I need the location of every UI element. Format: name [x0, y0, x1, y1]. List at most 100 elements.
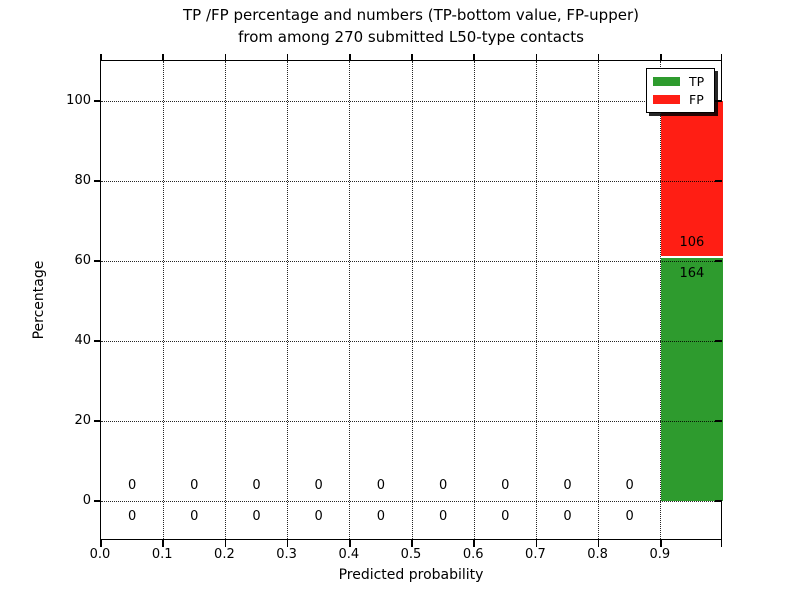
x-tick-mark-bottom — [535, 539, 538, 547]
y-tick-mark-left — [94, 260, 101, 262]
x-axis-label: Predicted probability — [338, 567, 484, 583]
gridline-horizontal — [101, 261, 721, 262]
value-label-fp: 0 — [190, 478, 199, 494]
value-label-fp: 0 — [501, 478, 510, 494]
legend-label-fp: FP — [689, 92, 704, 108]
bar-segment-tp — [660, 258, 723, 501]
chart-title-line1: TP /FP percentage and numbers (TP-bottom… — [183, 6, 639, 24]
value-label-fp: 106 — [679, 235, 705, 251]
value-label-tp: 0 — [438, 508, 448, 524]
x-tick-label: 0.0 — [89, 547, 111, 562]
x-tick-mark-bottom — [162, 539, 164, 547]
legend-entry-tp: TP — [647, 75, 714, 88]
x-tick-label: 0.8 — [587, 547, 608, 562]
gridline-vertical — [473, 61, 475, 539]
y-tick-label: 0 — [82, 492, 91, 508]
gridline-vertical — [287, 61, 289, 539]
value-label-fp: 0 — [127, 478, 137, 494]
x-tick-mark-bottom — [660, 539, 662, 547]
gridline-vertical — [598, 61, 600, 539]
chart-title-line2: from among 270 submitted L50-type contac… — [238, 28, 584, 46]
y-tick-label: 100 — [66, 92, 91, 108]
y-tick-mark-right — [714, 500, 722, 502]
gridline-horizontal — [101, 341, 721, 342]
y-tick-label: 80 — [74, 172, 91, 188]
x-tick-mark-top — [660, 54, 662, 61]
gridline-horizontal — [101, 101, 721, 102]
y-tick-label: 40 — [74, 332, 91, 348]
gridline-vertical — [224, 61, 226, 539]
gridline-vertical — [349, 61, 351, 539]
x-tick-mark-top — [473, 54, 475, 61]
chart-title: TP /FP percentage and numbers (TP-bottom… — [100, 4, 722, 48]
x-tick-label: 0.1 — [151, 547, 173, 562]
x-tick-label: 0.9 — [649, 547, 671, 562]
x-tick-label: 0.2 — [214, 547, 235, 562]
value-label-fp: 0 — [625, 478, 634, 494]
x-tick-mark-top — [286, 54, 289, 61]
gridline-horizontal — [101, 501, 721, 502]
value-label-fp: 0 — [563, 478, 572, 494]
x-tick-mark-top — [162, 54, 164, 61]
y-tick-mark-right — [714, 340, 722, 342]
legend-swatch-fp — [653, 95, 680, 105]
gridline-horizontal — [101, 181, 721, 182]
y-tick-mark-left — [94, 340, 101, 342]
value-label-tp: 164 — [679, 265, 705, 281]
x-tick-label: 0.4 — [338, 547, 360, 562]
y-tick-mark-right — [714, 260, 722, 262]
value-label-fp: 0 — [376, 478, 386, 494]
plot-area: 0 0 0 0 0 0 0 0 0 0 0 0 0 0 0 0 0 0 106 164 — [94, 54, 723, 547]
y-tick-mark-left — [94, 500, 101, 502]
y-tick-label: 60 — [74, 252, 91, 268]
x-tick-mark-bottom — [597, 539, 600, 547]
value-label-tp: 0 — [376, 508, 386, 524]
x-tick-mark-top — [411, 54, 413, 61]
legend-swatch-tp — [653, 76, 680, 86]
x-tick-mark-bottom — [224, 539, 227, 547]
value-label-tp: 0 — [127, 508, 137, 524]
x-tick-mark-bottom — [720, 539, 723, 547]
gridline-vertical — [411, 61, 413, 539]
x-tick-label: 0.6 — [462, 547, 484, 562]
y-tick-mark-right — [714, 420, 722, 422]
x-tick-mark-top — [535, 54, 538, 61]
y-tick-mark-left — [94, 180, 101, 182]
x-tick-mark-top — [720, 54, 723, 61]
y-tick-label: 20 — [74, 412, 91, 428]
value-label-tp: 0 — [625, 508, 634, 524]
value-label-tp: 0 — [501, 508, 510, 524]
y-tick-mark-right — [714, 180, 722, 182]
x-tick-label: 0.5 — [400, 547, 422, 562]
gridline-horizontal — [101, 421, 721, 422]
gridline-vertical — [535, 61, 537, 539]
legend-entry-fp: FP — [647, 93, 714, 106]
bar-segment-fp — [660, 101, 723, 259]
x-tick-label: 0.3 — [276, 547, 297, 562]
value-label-tp: 0 — [252, 508, 261, 524]
x-tick-label: 0.7 — [525, 547, 546, 562]
y-tick-mark-left — [94, 420, 101, 422]
x-tick-mark-top — [349, 54, 351, 61]
value-label-tp: 0 — [190, 508, 199, 524]
y-tick-mark-right — [714, 100, 722, 102]
gridline-vertical — [162, 61, 164, 539]
y-tick-mark-left — [94, 100, 101, 102]
x-tick-mark-top — [224, 54, 227, 61]
value-label-fp: 0 — [438, 478, 448, 494]
legend: TP FP — [646, 68, 715, 113]
x-tick-mark-bottom — [411, 539, 413, 547]
value-label-tp: 0 — [563, 508, 572, 524]
x-tick-mark-bottom — [286, 539, 289, 547]
x-tick-mark-bottom — [100, 539, 102, 547]
legend-label-tp: TP — [689, 73, 705, 89]
x-tick-mark-top — [100, 54, 102, 61]
value-label-fp: 0 — [252, 478, 261, 494]
gridline-vertical — [660, 61, 662, 539]
x-tick-mark-bottom — [349, 539, 351, 547]
x-tick-mark-bottom — [473, 539, 475, 547]
x-tick-mark-top — [597, 54, 600, 61]
value-label-fp: 0 — [314, 478, 323, 494]
value-label-tp: 0 — [314, 508, 323, 524]
